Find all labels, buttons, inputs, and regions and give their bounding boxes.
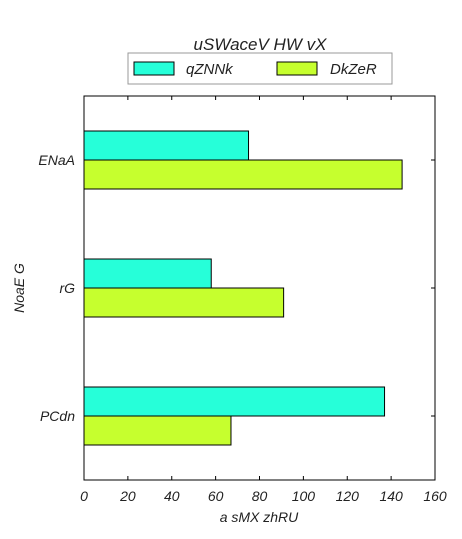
x-tick-label-100: 100 xyxy=(292,488,316,504)
bars-group xyxy=(83,130,403,446)
x-tick-label-60: 60 xyxy=(208,488,224,504)
y-tick-label-rg: rG xyxy=(59,280,75,296)
x-tick-label-0: 0 xyxy=(80,488,88,504)
x-tick-label-120: 120 xyxy=(336,488,360,504)
bar-qznnk-pcdn xyxy=(83,386,386,417)
legend-label-qznnk: qZNNk xyxy=(186,61,234,78)
y-axis-label: NoaE G xyxy=(11,263,27,313)
bar-dkzer-pcdn xyxy=(83,415,232,446)
x-tick-label-80: 80 xyxy=(252,488,268,504)
bar-dkzer-enaa xyxy=(83,159,403,190)
legend-label-dkzer: DkZeR xyxy=(330,61,377,78)
y-tick-label-pcdn: PCdn xyxy=(40,408,75,424)
chart-title: uSWaceV HW vX xyxy=(194,35,328,54)
x-tick-label-140: 140 xyxy=(379,488,403,504)
x-axis-ticks: 0 20 40 60 80 100 120 140 160 xyxy=(80,96,447,504)
x-tick-label-20: 20 xyxy=(119,488,136,504)
bar-qznnk-enaa xyxy=(83,130,250,161)
legend-swatch-dkzer xyxy=(276,61,318,76)
legend: qZNNk DkZeR xyxy=(127,52,393,85)
y-tick-label-enaa: ENaA xyxy=(38,152,75,168)
y-axis-ticks: ENaA rG PCdn xyxy=(38,152,435,424)
bar-dkzer-rg xyxy=(83,287,285,318)
x-axis-label: a sMX zhRU xyxy=(220,509,299,525)
x-tick-label-160: 160 xyxy=(423,488,447,504)
plot-area-frame xyxy=(83,95,436,481)
bar-qznnk-rg xyxy=(83,258,212,289)
legend-swatch-qznnk xyxy=(133,61,175,76)
x-tick-label-40: 40 xyxy=(164,488,180,504)
